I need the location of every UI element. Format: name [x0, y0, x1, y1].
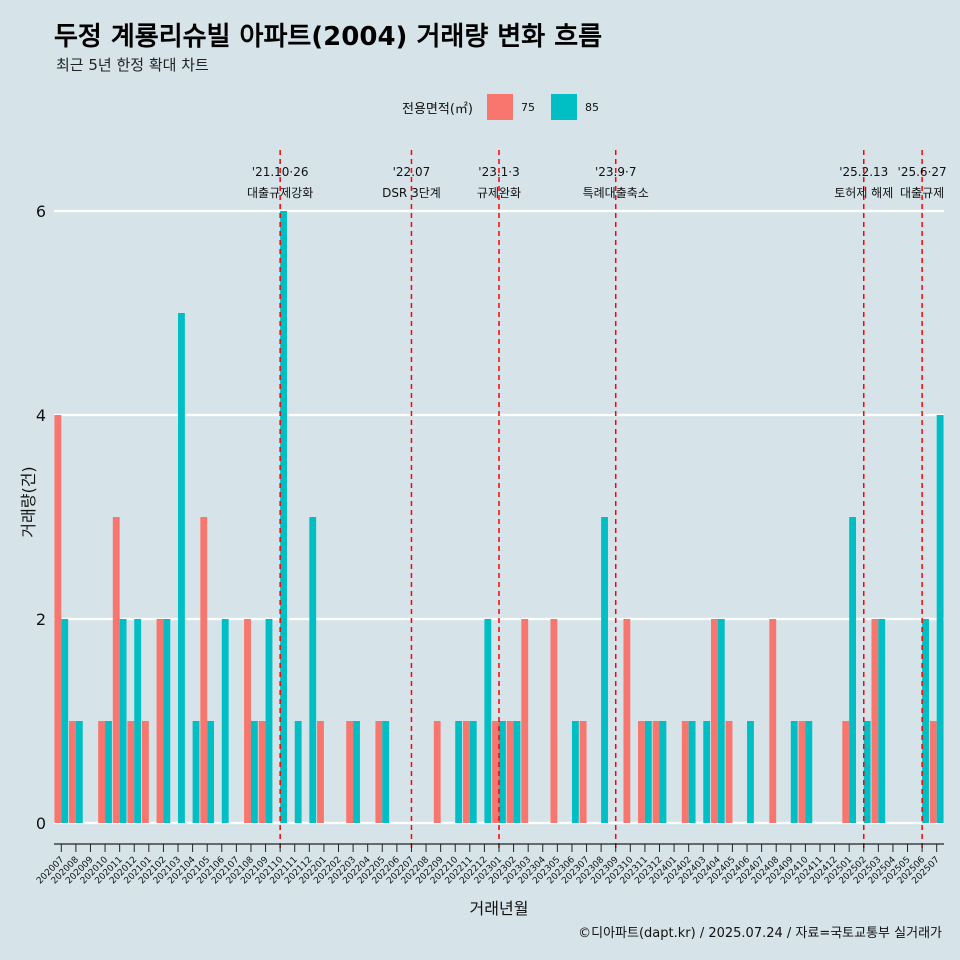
bar-85 — [119, 619, 127, 823]
bar-85 — [207, 721, 215, 823]
bar-85 — [644, 721, 652, 823]
bar-85 — [805, 721, 813, 823]
bar-75 — [200, 517, 208, 823]
y-axis-title: 거래량(건) — [19, 466, 38, 537]
bar-75 — [929, 721, 937, 823]
bar-75 — [725, 721, 733, 823]
bar-75 — [433, 721, 441, 823]
bar-75 — [492, 721, 499, 823]
bar-85 — [717, 619, 725, 823]
bar-75 — [98, 721, 106, 823]
bar-75 — [141, 721, 149, 823]
bar-85 — [309, 517, 317, 823]
event-date: '21.10·26 — [252, 165, 309, 179]
bar-75 — [317, 721, 324, 823]
bar-75 — [871, 619, 879, 823]
x-axis-title: 거래년월 — [470, 899, 529, 918]
bar-75 — [579, 721, 587, 823]
event-label: 규제완화 — [477, 186, 521, 200]
legend-title: 전용면적(㎡) — [402, 101, 473, 117]
bar-75 — [127, 721, 135, 823]
bar-75 — [652, 721, 660, 823]
bar-75 — [69, 721, 76, 823]
y-tick-label: 6 — [36, 202, 46, 221]
bar-85 — [105, 721, 112, 823]
chart-title: 두정 계룡리슈빌 아파트(2004) 거래량 변화 흐름 — [54, 22, 603, 52]
bar-75 — [375, 721, 383, 823]
bar-85 — [163, 619, 171, 823]
event-label: 대출규제 — [900, 186, 944, 200]
bar-85 — [353, 721, 360, 823]
bar-85 — [513, 721, 521, 823]
legend: 전용면적(㎡) 75 85 — [402, 94, 605, 120]
bar-85 — [499, 721, 506, 823]
bar-85 — [936, 415, 944, 823]
bar-85 — [863, 721, 871, 823]
y-tick-label: 2 — [36, 610, 46, 629]
event-date: '23.1·3 — [478, 165, 519, 179]
bar-75 — [506, 721, 514, 823]
bar-85 — [469, 721, 477, 823]
event-label: 특례대출축소 — [583, 186, 649, 200]
legend-swatch-85 — [550, 94, 577, 120]
event-label: DSR 3단계 — [382, 186, 441, 200]
event-date: '22.07 — [393, 165, 431, 179]
bar-75 — [638, 721, 645, 823]
bar-85 — [382, 721, 390, 823]
bar-75 — [156, 619, 164, 823]
bar-75 — [550, 619, 558, 823]
bar-85 — [294, 721, 302, 823]
event-date: '25.2.13 — [839, 165, 888, 179]
bar-85 — [455, 721, 463, 823]
y-tick-label: 0 — [36, 814, 46, 833]
event-label: 대출규제강화 — [247, 186, 313, 200]
bar-85 — [134, 619, 142, 823]
event-date: '25.6·27 — [898, 165, 947, 179]
bar-85 — [61, 619, 69, 823]
bar-85 — [192, 721, 200, 823]
bar-75 — [244, 619, 251, 823]
bar-85 — [878, 619, 886, 823]
legend-label-85: 85 — [584, 100, 599, 114]
bar-75 — [798, 721, 806, 823]
legend-swatch-75 — [486, 94, 513, 120]
bar-85 — [790, 721, 798, 823]
bar-85 — [280, 211, 288, 823]
legend-label-75: 75 — [520, 100, 535, 114]
y-tick-label: 4 — [36, 406, 46, 425]
event-label: 토허제 해제 — [834, 186, 893, 200]
bar-85 — [178, 313, 185, 823]
event-date: '23.9·7 — [595, 165, 636, 179]
bar-75 — [769, 619, 777, 823]
bar-75 — [346, 721, 354, 823]
source-caption: ©디아파트(dapt.kr) / 2025.07.24 / 자료=국토교통부 실… — [578, 926, 942, 941]
bar-85 — [659, 721, 667, 823]
bar-75 — [710, 619, 718, 823]
bar-75 — [521, 619, 529, 823]
bar-85 — [922, 619, 929, 823]
bar-75 — [842, 721, 850, 823]
bar-85 — [571, 721, 579, 823]
bar-85 — [250, 721, 258, 823]
bar-85 — [747, 721, 754, 823]
chart-subtitle: 최근 5년 한정 확대 차트 — [56, 56, 209, 74]
bar-85 — [265, 619, 273, 823]
bar-75 — [681, 721, 689, 823]
bar-75 — [112, 517, 120, 823]
bar-85 — [688, 721, 696, 823]
bar-75 — [54, 415, 62, 823]
bar-85 — [484, 619, 492, 823]
bar-85 — [221, 619, 229, 823]
bar-85 — [75, 721, 83, 823]
bar-85 — [703, 721, 711, 823]
bar-75 — [258, 721, 266, 823]
bar-75 — [623, 619, 631, 823]
bar-75 — [462, 721, 470, 823]
bar-85 — [601, 517, 608, 823]
bar-85 — [849, 517, 857, 823]
